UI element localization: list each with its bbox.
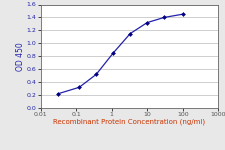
Y-axis label: OD 450: OD 450 [16, 42, 25, 71]
X-axis label: Recombinant Protein Concentration (ng/ml): Recombinant Protein Concentration (ng/ml… [53, 118, 205, 125]
